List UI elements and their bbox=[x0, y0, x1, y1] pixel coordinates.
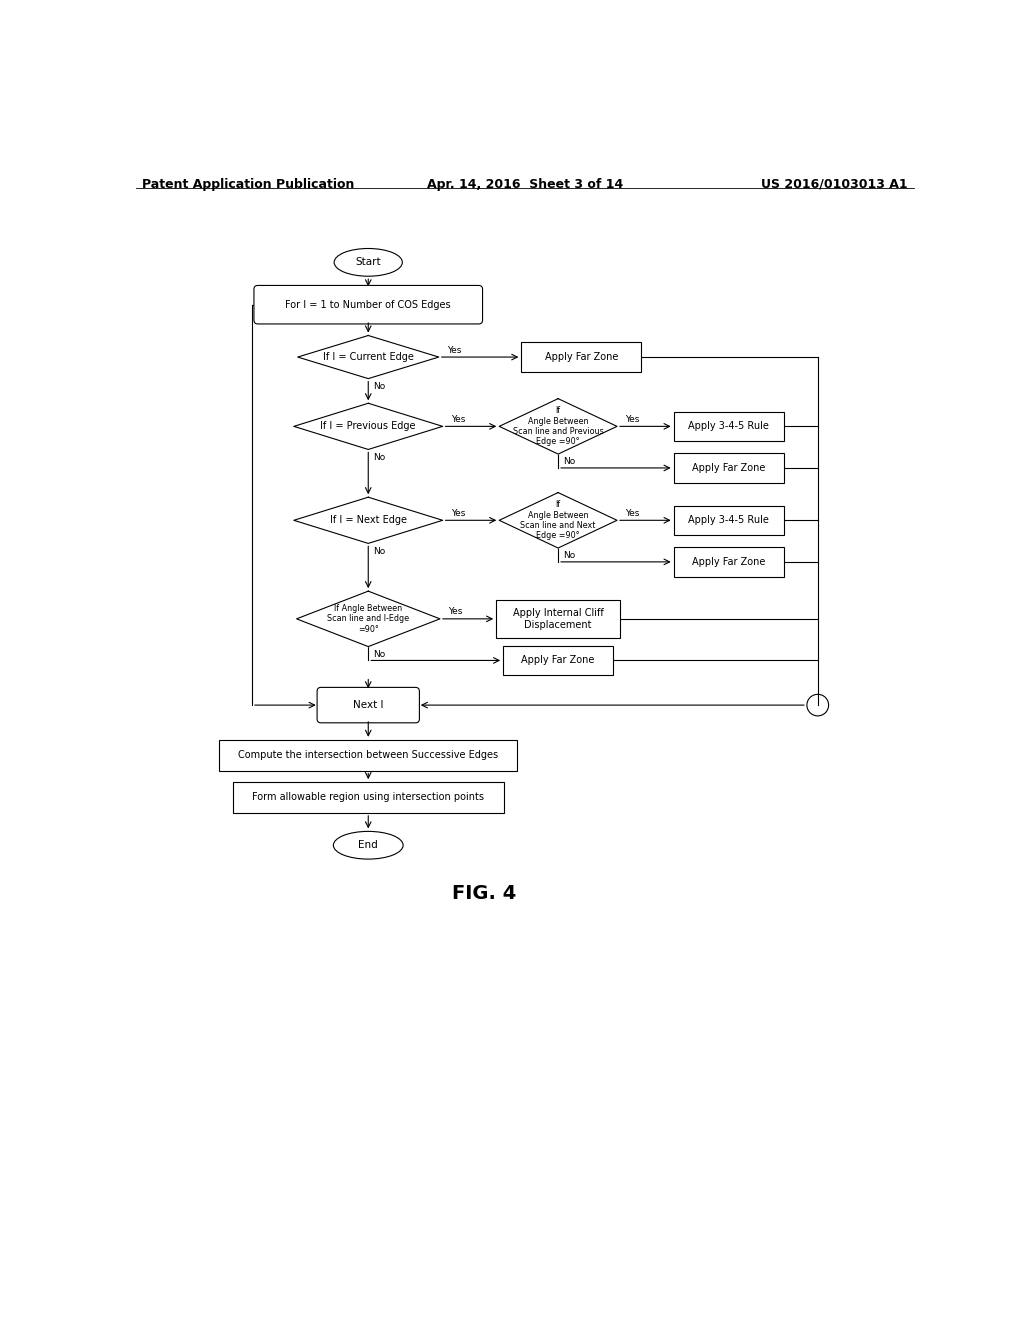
FancyBboxPatch shape bbox=[503, 645, 613, 675]
Polygon shape bbox=[294, 498, 442, 544]
FancyBboxPatch shape bbox=[232, 781, 504, 813]
Polygon shape bbox=[297, 591, 440, 647]
Text: No: No bbox=[563, 552, 575, 560]
Text: No: No bbox=[373, 649, 385, 659]
FancyBboxPatch shape bbox=[496, 599, 621, 638]
Text: If I = Previous Edge: If I = Previous Edge bbox=[321, 421, 416, 432]
Text: No: No bbox=[373, 381, 385, 391]
Text: Yes: Yes bbox=[451, 510, 465, 517]
Text: No: No bbox=[563, 457, 575, 466]
Text: No: No bbox=[373, 546, 385, 556]
Polygon shape bbox=[500, 399, 617, 454]
Text: Yes: Yes bbox=[626, 510, 640, 517]
Text: Next I: Next I bbox=[353, 700, 384, 710]
Text: Apply 3-4-5 Rule: Apply 3-4-5 Rule bbox=[688, 421, 769, 432]
Text: If
Angle Between
Scan line and Previous
Edge =90°: If Angle Between Scan line and Previous … bbox=[513, 407, 603, 446]
Text: If I = Next Edge: If I = Next Edge bbox=[330, 515, 407, 525]
Ellipse shape bbox=[334, 832, 403, 859]
Text: FIG. 4: FIG. 4 bbox=[453, 884, 517, 903]
Text: Apply 3-4-5 Rule: Apply 3-4-5 Rule bbox=[688, 515, 769, 525]
FancyBboxPatch shape bbox=[674, 412, 783, 441]
FancyBboxPatch shape bbox=[674, 506, 783, 535]
Text: Yes: Yes bbox=[449, 607, 463, 616]
FancyBboxPatch shape bbox=[521, 342, 641, 372]
Polygon shape bbox=[500, 492, 617, 548]
Ellipse shape bbox=[334, 248, 402, 276]
FancyBboxPatch shape bbox=[674, 548, 783, 577]
Text: For I = 1 to Number of COS Edges: For I = 1 to Number of COS Edges bbox=[286, 300, 451, 310]
Text: Yes: Yes bbox=[451, 414, 465, 424]
Text: No: No bbox=[373, 453, 385, 462]
Text: If Angle Between
Scan line and I-Edge
=90°: If Angle Between Scan line and I-Edge =9… bbox=[328, 605, 410, 634]
Text: Yes: Yes bbox=[626, 414, 640, 424]
Text: Apply Far Zone: Apply Far Zone bbox=[692, 463, 765, 473]
Polygon shape bbox=[298, 335, 438, 379]
Text: Apply Far Zone: Apply Far Zone bbox=[521, 656, 595, 665]
FancyBboxPatch shape bbox=[254, 285, 482, 323]
Text: If I = Current Edge: If I = Current Edge bbox=[323, 352, 414, 362]
Text: US 2016/0103013 A1: US 2016/0103013 A1 bbox=[761, 178, 907, 190]
Text: If
Angle Between
Scan line and Next
Edge =90°: If Angle Between Scan line and Next Edge… bbox=[520, 500, 596, 540]
Text: Yes: Yes bbox=[447, 346, 462, 355]
Text: Apr. 14, 2016  Sheet 3 of 14: Apr. 14, 2016 Sheet 3 of 14 bbox=[427, 178, 623, 190]
Text: End: End bbox=[358, 841, 378, 850]
Text: Form allowable region using intersection points: Form allowable region using intersection… bbox=[252, 792, 484, 803]
FancyBboxPatch shape bbox=[219, 739, 517, 771]
Text: Apply Internal Cliff
Displacement: Apply Internal Cliff Displacement bbox=[513, 609, 603, 630]
FancyBboxPatch shape bbox=[674, 453, 783, 483]
Text: Apply Far Zone: Apply Far Zone bbox=[545, 352, 618, 362]
Text: Patent Application Publication: Patent Application Publication bbox=[142, 178, 354, 190]
Text: Compute the intersection between Successive Edges: Compute the intersection between Success… bbox=[239, 750, 499, 760]
Text: Apply Far Zone: Apply Far Zone bbox=[692, 557, 765, 566]
FancyBboxPatch shape bbox=[317, 688, 420, 723]
Text: Start: Start bbox=[355, 257, 381, 268]
Polygon shape bbox=[294, 404, 442, 450]
